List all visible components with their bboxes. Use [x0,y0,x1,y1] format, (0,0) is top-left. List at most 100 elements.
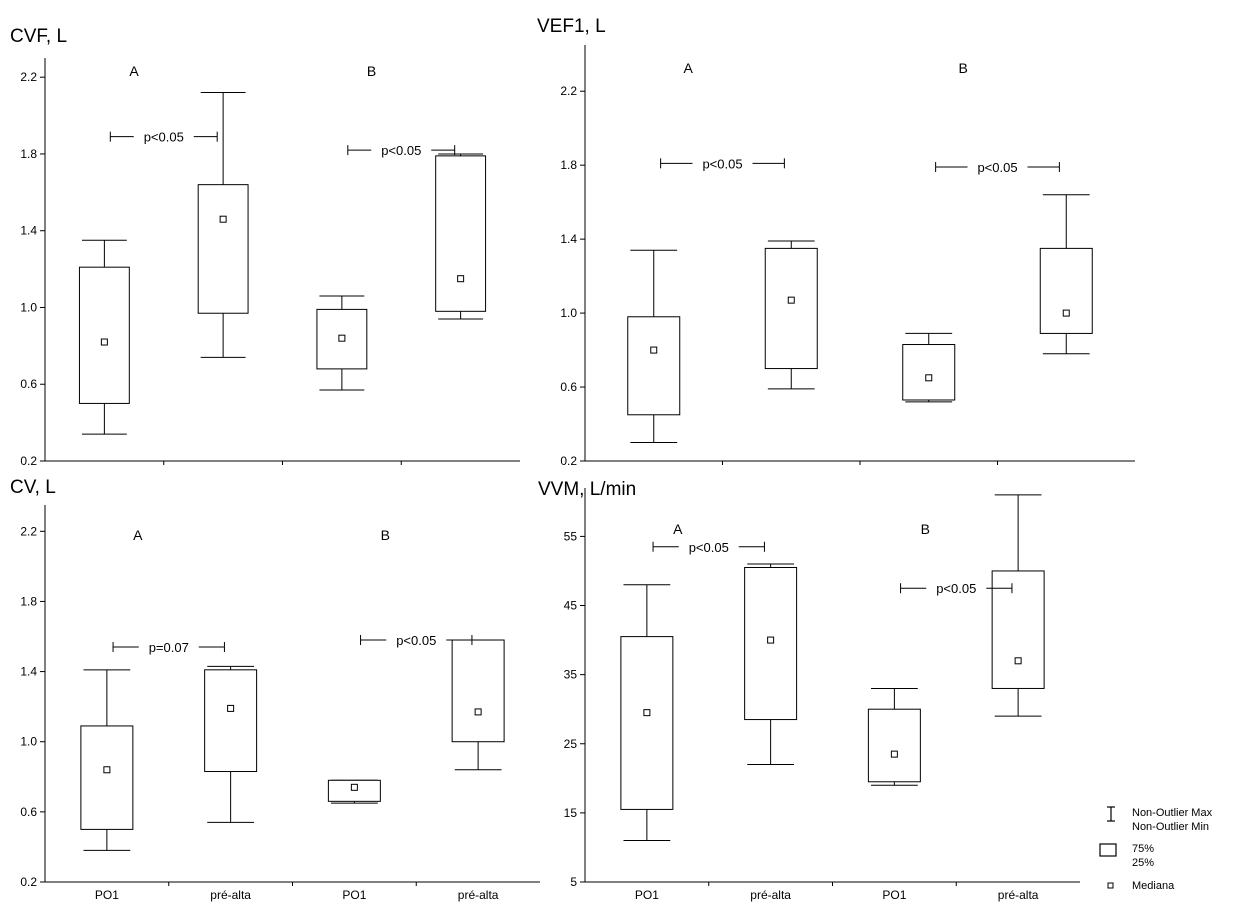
box-iqr [764,247,818,370]
box-legend-icon [1099,843,1117,857]
x-tick-label: pré-alta [750,888,791,902]
y-tick-label: 0.2 [20,454,37,468]
box-3 [327,779,381,804]
median-marker [338,334,346,342]
p-value-label: p=0.07 [149,640,189,655]
chart-panel-4: VVM, L/min 5 15 25 35 45 55 PO1 pré-alta PO1 pré-a… [538,479,1080,902]
box-1 [620,584,674,842]
x-tick-label: PO1 [342,888,366,902]
x-tick-label: PO1 [882,888,906,902]
group-label: A [129,63,139,79]
box-iqr [620,636,674,810]
chart-panel-1: CVF, L 0.2 0.6 1.0 1.4 1.8 2.2 A Bp<0.05 p<0.05 [10,26,520,468]
significance-bracket: p<0.05 [347,143,456,158]
box-2 [204,665,258,823]
y-tick-label: 0.2 [20,875,37,889]
box-iqr [197,184,249,314]
x-tick-label: pré-alta [458,888,499,902]
box-2 [744,563,798,765]
p-value-label: p<0.05 [702,156,742,171]
group-label: A [133,527,143,543]
box-iqr [78,266,130,404]
legend-whisker-max-label: Non-Outlier Max [1132,807,1213,819]
y-tick-label: 1.4 [560,232,577,246]
x-tick-label: PO1 [95,888,119,902]
median-marker [457,275,465,283]
median-marker [787,296,795,304]
p-value-label: p<0.05 [396,633,436,648]
y-tick-label: 0.2 [560,454,577,468]
chart-panel-2: VEF1, L 0.2 0.6 1.0 1.4 1.8 2.2 A Bp<0.05 p<0.05 [537,16,1135,468]
box-3 [902,332,956,403]
median-marker [103,766,111,774]
p-value-label: p<0.05 [381,143,421,158]
chart-panel-3: CV, L 0.2 0.6 1.0 1.4 1.8 2.2 PO1 pré-alta PO1 pré… [10,477,540,902]
box-iqr [991,570,1045,689]
group-label: A [673,521,683,537]
group-label: B [367,63,376,79]
median-marker [474,708,482,716]
chart-title: CV, L [10,477,56,498]
box-iqr [204,669,258,773]
median-marker [643,709,651,717]
y-tick-label: 0.6 [20,377,37,391]
median-marker [1014,657,1022,665]
median-marker [767,636,775,644]
box-3 [867,687,921,786]
box-iqr [435,155,487,312]
p-value-label: p<0.05 [689,540,729,555]
chart-title: VVM, L/min [538,479,636,500]
box-1 [627,249,681,444]
y-tick-label: 1.8 [20,147,37,161]
significance-bracket: p<0.05 [935,160,1060,175]
box-4 [435,153,487,320]
median-marker [227,704,235,712]
legend-whisker-min-label: Non-Outlier Min [1132,821,1209,833]
y-tick-label: 2.2 [20,524,37,538]
p-value-label: p<0.05 [977,160,1017,175]
significance-bracket: p<0.05 [652,540,765,555]
box-iqr [627,316,681,416]
significance-bracket: p<0.05 [109,130,218,145]
box-iqr [867,708,921,783]
group-label: B [958,60,967,76]
significance-bracket: p=0.07 [112,640,225,655]
median-marker [890,750,898,758]
box-iqr [1039,247,1093,334]
y-tick-label: 1.8 [20,594,37,608]
box-iqr [327,779,381,802]
median-marker [350,783,358,791]
box-iqr [451,639,505,743]
y-tick-label: 15 [564,806,578,820]
box-1 [78,239,130,435]
p-value-label: p<0.05 [936,581,976,596]
y-tick-label: 2.2 [560,84,577,98]
y-tick-label: 1.0 [20,735,37,749]
x-tick-label: PO1 [635,888,659,902]
significance-bracket: p<0.05 [360,633,473,648]
significance-bracket: p<0.05 [660,156,785,171]
significance-bracket: p<0.05 [900,581,1013,596]
group-label: A [683,60,693,76]
y-tick-label: 1.8 [560,158,577,172]
y-tick-label: 35 [564,668,578,682]
median-marker [650,346,658,354]
legend-box-q1-label: 25% [1132,857,1154,869]
y-tick-label: 1.0 [20,300,37,314]
y-tick-label: 5 [570,875,577,889]
box-2 [764,240,818,390]
y-tick-label: 45 [564,599,578,613]
group-label: B [921,521,930,537]
y-tick-label: 0.6 [560,380,577,394]
y-tick-label: 1.4 [20,224,37,238]
median-marker [1062,309,1070,317]
median-marker [925,374,933,382]
x-tick-label: pré-alta [998,888,1039,902]
median-marker [100,338,108,346]
box-4 [451,639,505,771]
median-marker [219,215,227,223]
y-tick-label: 1.4 [20,665,37,679]
box-1 [80,669,134,851]
x-tick-label: pré-alta [210,888,251,902]
box-2 [197,92,249,358]
